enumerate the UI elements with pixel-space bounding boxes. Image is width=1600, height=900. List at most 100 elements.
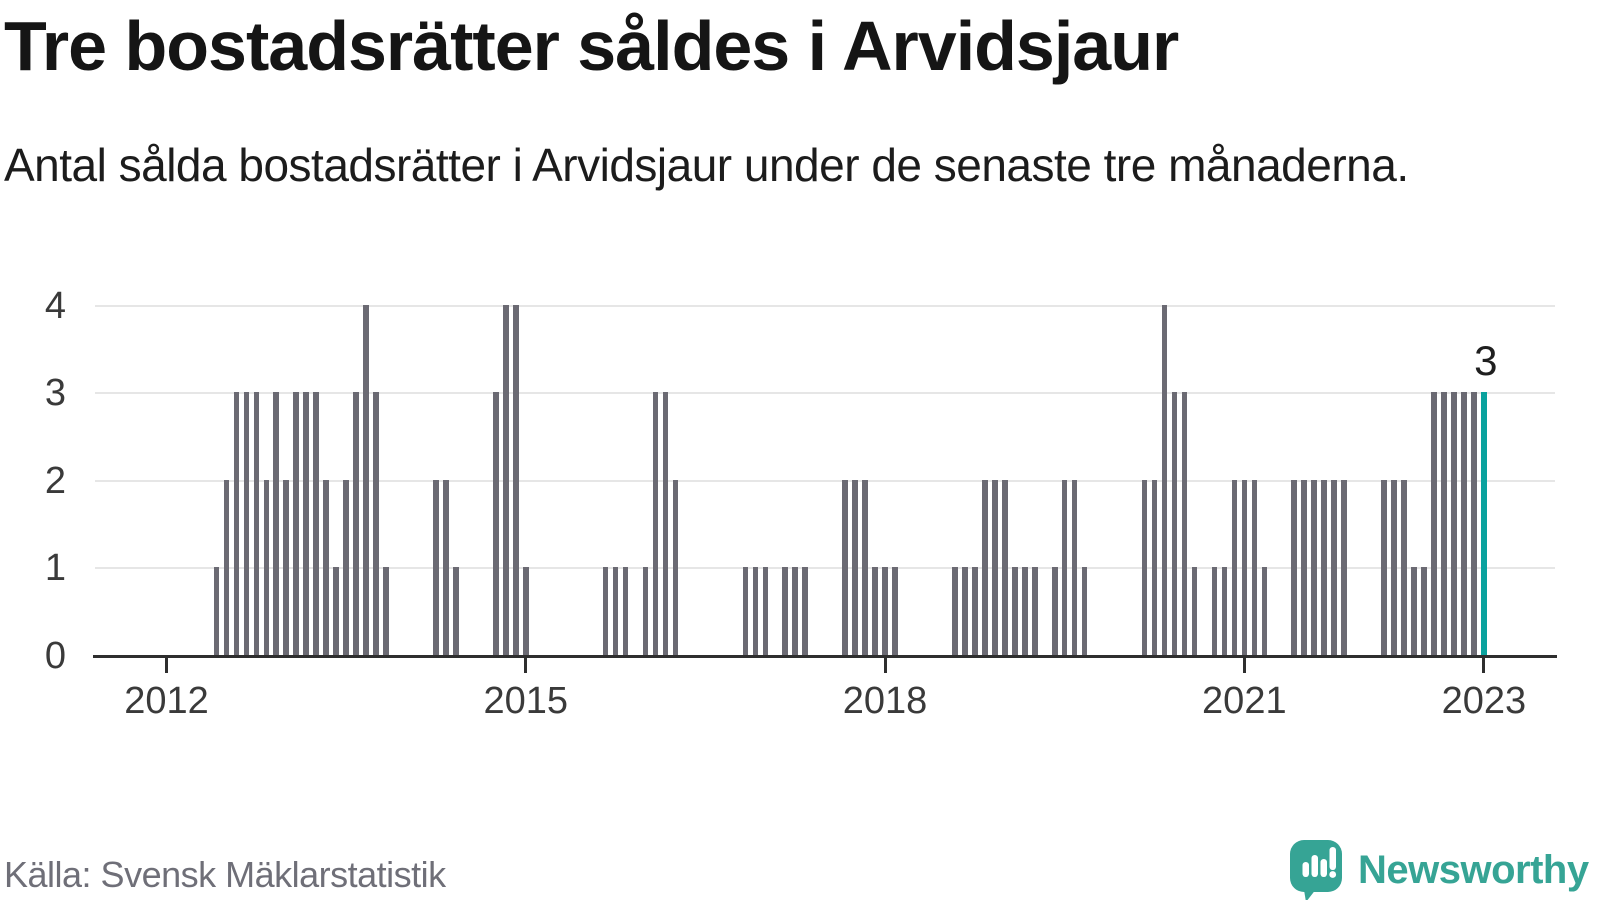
bar	[343, 479, 349, 655]
bar	[1321, 479, 1327, 655]
bar	[962, 567, 968, 655]
newsworthy-logo: Newsworthy	[1290, 840, 1589, 900]
bar	[283, 479, 290, 655]
bar	[1331, 479, 1337, 655]
x-axis-line	[93, 655, 1557, 658]
bar	[1311, 479, 1317, 655]
y-axis-label: 1	[44, 547, 66, 590]
bar	[1341, 479, 1347, 655]
bar	[1151, 479, 1158, 655]
bar	[1401, 479, 1407, 655]
bar	[513, 304, 519, 655]
bar	[293, 392, 300, 655]
gridline	[95, 567, 1555, 570]
bar	[1031, 567, 1038, 655]
bar	[1141, 479, 1148, 655]
bar	[1021, 567, 1028, 655]
bar	[1391, 479, 1397, 655]
bar	[1431, 392, 1437, 655]
bar	[1221, 567, 1228, 655]
bar	[1461, 392, 1467, 655]
bar	[792, 567, 799, 655]
bar	[742, 567, 749, 655]
bar	[1061, 479, 1068, 655]
y-axis-label: 2	[44, 459, 66, 502]
bar	[1231, 479, 1238, 655]
bar	[882, 567, 888, 655]
bar	[333, 567, 339, 655]
bar	[363, 304, 369, 655]
bar	[453, 567, 459, 655]
bar	[1191, 567, 1198, 655]
bar	[1012, 567, 1018, 655]
bar	[1291, 479, 1298, 655]
bar	[842, 479, 848, 655]
x-axis-tick	[524, 658, 528, 673]
bar	[852, 479, 858, 655]
bar-highlighted	[1481, 392, 1487, 655]
bar	[383, 567, 389, 655]
bar	[952, 567, 958, 655]
newsworthy-logo-icon	[1290, 840, 1342, 900]
bar	[1161, 304, 1168, 655]
bar	[493, 392, 499, 655]
bar	[1071, 479, 1078, 655]
bar	[323, 479, 329, 655]
bar	[1381, 479, 1387, 655]
newsworthy-logo-text: Newsworthy	[1358, 848, 1589, 892]
x-axis-tick	[165, 658, 168, 673]
page-subtitle: Antal sålda bostadsrätter i Arvidsjaur u…	[4, 139, 1409, 191]
bar	[1171, 392, 1178, 655]
last-value-label: 3	[1474, 337, 1498, 385]
bar	[303, 392, 309, 655]
page-title: Tre bostadsrätter såldes i Arvidsjaur	[4, 7, 1179, 85]
x-axis-label: 2018	[842, 680, 928, 722]
bar	[872, 567, 878, 655]
bar	[982, 479, 988, 655]
bar	[263, 479, 270, 655]
bar	[802, 567, 808, 655]
y-axis-label: 4	[44, 284, 66, 327]
bar	[223, 479, 230, 655]
gridline	[95, 479, 1555, 482]
bar	[1421, 567, 1427, 655]
y-axis-label: 0	[44, 635, 66, 677]
bar	[243, 392, 250, 655]
bar	[273, 392, 280, 655]
bar	[1301, 479, 1307, 655]
bar	[782, 567, 789, 655]
bar	[1261, 567, 1268, 655]
x-axis-label: 2012	[124, 680, 209, 722]
bar	[892, 567, 898, 655]
bar	[762, 567, 769, 655]
bar	[642, 567, 649, 655]
bar	[1181, 392, 1188, 655]
bar	[1241, 479, 1248, 655]
bar	[1451, 392, 1457, 655]
bar	[1211, 567, 1218, 655]
bar	[213, 567, 220, 655]
bar	[503, 304, 509, 655]
bar	[1411, 567, 1417, 655]
source-note: Källa: Svensk Mäklarstatistik	[4, 854, 446, 895]
x-axis-label: 2015	[483, 680, 569, 722]
bar	[1471, 392, 1477, 655]
bar	[1051, 567, 1058, 655]
bar	[1002, 479, 1008, 655]
bar	[353, 392, 359, 655]
bar	[662, 392, 669, 655]
bar	[672, 479, 679, 655]
bar	[612, 567, 619, 655]
bar	[1081, 567, 1088, 655]
x-axis-label: 2023	[1441, 680, 1527, 722]
bar	[253, 392, 260, 655]
bar	[443, 479, 449, 655]
bar	[233, 392, 240, 655]
bar	[992, 479, 998, 655]
gridline	[95, 304, 1555, 307]
bar	[1251, 479, 1258, 655]
gridline	[95, 392, 1555, 395]
x-axis-tick	[1482, 658, 1486, 673]
